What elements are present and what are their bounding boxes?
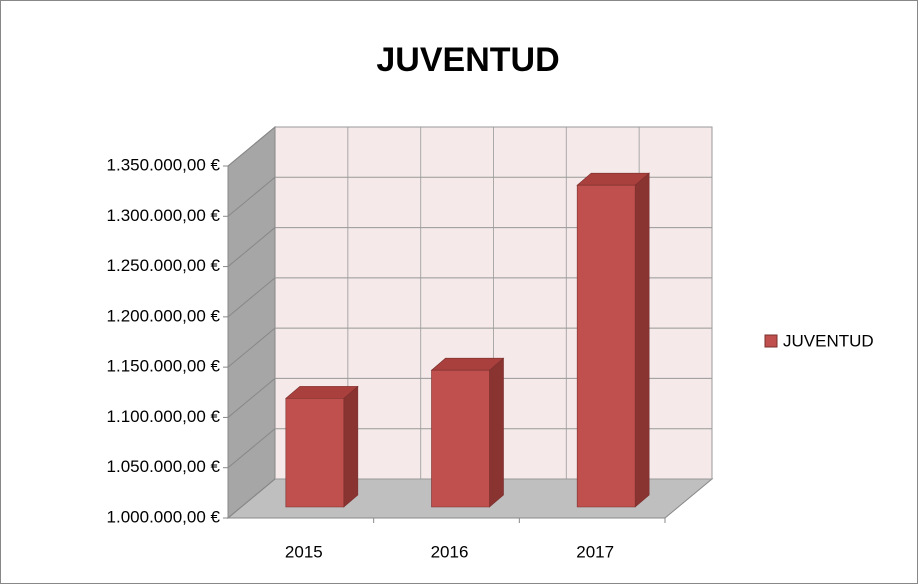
bar-side xyxy=(343,385,359,508)
y-tick-label: 1.250.000,00 € xyxy=(107,256,221,275)
side-grid-line xyxy=(227,428,276,469)
bar-front xyxy=(576,184,636,508)
y-tick-label: 1.350.000,00 € xyxy=(107,155,221,174)
side-grid-line xyxy=(227,378,276,418)
bar-side xyxy=(489,357,504,508)
legend-label: JUVENTUD xyxy=(783,331,874,350)
bar xyxy=(430,357,505,508)
side-grid-line xyxy=(227,126,276,167)
bar xyxy=(576,172,650,508)
side-grid-line xyxy=(227,327,276,368)
legend-swatch xyxy=(764,334,778,348)
x-tick-label: 2015 xyxy=(285,542,323,561)
y-tick-label: 1.050.000,00 € xyxy=(107,457,221,476)
y-tick-label: 1.200.000,00 € xyxy=(107,306,221,325)
y-tick-label: 1.300.000,00 € xyxy=(107,206,221,225)
y-tick-label: 1.150.000,00 € xyxy=(107,357,221,376)
x-tick-label: 2016 xyxy=(431,542,469,561)
y-tick-label: 1.000.000,00 € xyxy=(107,507,221,526)
bar xyxy=(285,385,359,508)
x-tick-label: 2017 xyxy=(576,542,614,561)
bar-front xyxy=(285,398,345,508)
side-grid-line xyxy=(227,227,276,267)
side-grid-line xyxy=(227,478,276,519)
side-grid-line xyxy=(227,176,276,217)
y-tick-label: 1.100.000,00 € xyxy=(107,407,221,426)
bar-front xyxy=(431,369,490,508)
side-grid-line xyxy=(227,277,276,318)
side-wall xyxy=(227,125,276,520)
bar-side xyxy=(634,172,650,508)
chart-title: JUVENTUD xyxy=(376,41,559,79)
